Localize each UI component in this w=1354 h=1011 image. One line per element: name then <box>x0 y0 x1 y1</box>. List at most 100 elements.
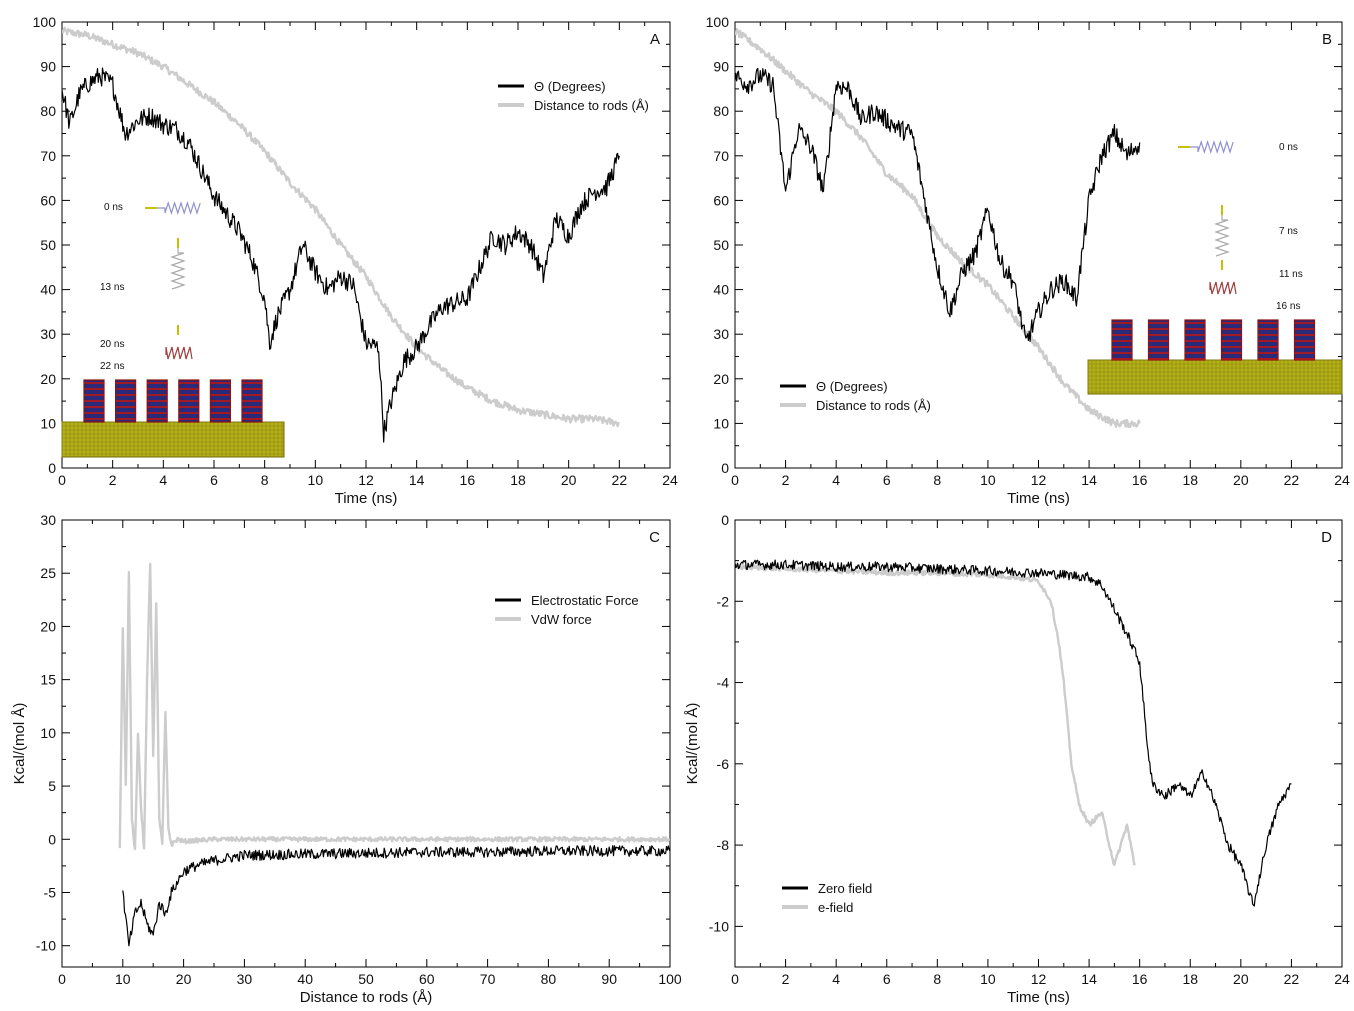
x-tick-label: 10 <box>115 971 131 987</box>
y-tick-label: 10 <box>40 725 56 741</box>
y-tick-label: 25 <box>40 565 56 581</box>
y-tick-label: 0 <box>48 460 56 476</box>
x-tick-label: 0 <box>58 472 66 488</box>
x-tick-label: 0 <box>58 971 66 987</box>
y-tick-label: -6 <box>717 756 730 772</box>
y-tick-label: 15 <box>40 672 56 688</box>
series-line-grey <box>735 563 1136 867</box>
x-tick-label: 20 <box>1233 472 1249 488</box>
nanorod <box>1257 319 1279 361</box>
y-tick-label: 100 <box>706 14 730 30</box>
x-tick-label: 18 <box>1182 472 1198 488</box>
gold-surface <box>61 421 285 458</box>
x-tick-label: 8 <box>261 472 269 488</box>
series-line-grey <box>118 562 670 851</box>
x-tick-label: 2 <box>109 472 117 488</box>
snapshot-time-label: 0 ns <box>104 202 123 213</box>
y-tick-label: -4 <box>717 675 730 691</box>
y-axis-label: Kcal/(mol Å) <box>684 703 701 785</box>
panel-letter: B <box>1322 31 1332 48</box>
x-tick-label: 8 <box>933 472 941 488</box>
y-tick-label: 20 <box>40 618 56 634</box>
x-tick-label: 6 <box>210 472 218 488</box>
y-tick-label: 0 <box>721 460 729 476</box>
snapshot-time-label: 13 ns <box>100 282 124 293</box>
x-tick-label: 22 <box>1284 472 1300 488</box>
legend-label: Zero field <box>818 881 872 896</box>
x-tick-label: 100 <box>658 971 682 987</box>
y-tick-label: 80 <box>40 103 56 119</box>
y-tick-label: 30 <box>713 326 729 342</box>
nanorod <box>1220 319 1243 361</box>
y-tick-label: 90 <box>40 59 56 75</box>
y-tick-label: 50 <box>40 237 56 253</box>
x-tick-label: 4 <box>159 472 167 488</box>
y-tick-label: 10 <box>40 415 56 431</box>
series-line-grey <box>735 27 1141 428</box>
y-tick-label: 100 <box>33 14 57 30</box>
y-tick-label: 80 <box>713 103 729 119</box>
panel-b: 0 2 4 6 8 10 12 14 16 18 20 22 240102030405060708090… <box>706 14 1350 507</box>
y-tick-label: 60 <box>40 192 56 208</box>
y-tick-label: -2 <box>717 593 730 609</box>
panel-letter: C <box>649 529 660 546</box>
x-tick-label: 60 <box>419 971 435 987</box>
x-tick-label: 18 <box>510 472 526 488</box>
y-tick-label: 30 <box>40 326 56 342</box>
x-tick-label: 70 <box>480 971 496 987</box>
y-tick-label: -5 <box>44 885 57 901</box>
molecule-snapshot <box>170 238 186 290</box>
x-tick-label: 24 <box>662 472 678 488</box>
x-tick-label: 14 <box>409 472 425 488</box>
molecule-snapshot <box>1178 140 1234 154</box>
x-tick-label: 0 <box>731 472 739 488</box>
y-tick-label: 10 <box>713 415 729 431</box>
x-tick-label: 0 <box>731 971 739 987</box>
x-tick-label: 12 <box>1031 971 1047 987</box>
snapshot-time-label: 16 ns <box>1276 301 1300 312</box>
x-tick-label: 10 <box>980 971 996 987</box>
x-tick-label: 6 <box>883 472 891 488</box>
x-tick-label: 6 <box>883 971 891 987</box>
y-tick-label: 30 <box>40 512 56 528</box>
molecule-snapshot <box>1214 205 1230 257</box>
x-tick-label: 24 <box>1334 472 1350 488</box>
y-tick-label: -8 <box>717 837 730 853</box>
x-tick-label: 10 <box>308 472 324 488</box>
series-line-grey <box>62 26 620 428</box>
series-line-black <box>122 845 670 947</box>
x-axis-label: Time (ns) <box>335 490 398 507</box>
x-tick-label: 90 <box>601 971 617 987</box>
x-axis-label: Distance to rods (Å) <box>300 989 433 1006</box>
x-tick-label: 22 <box>612 472 628 488</box>
snapshot-time-label: 7 ns <box>1279 226 1298 237</box>
x-tick-label: 22 <box>1284 971 1300 987</box>
y-tick-label: 20 <box>40 371 56 387</box>
nanorod <box>1184 319 1206 361</box>
y-axis-label: Kcal/(mol Å) <box>11 703 28 785</box>
x-tick-label: 40 <box>297 971 313 987</box>
x-tick-label: 80 <box>541 971 557 987</box>
snapshot-time-label: 11 ns <box>1279 269 1303 280</box>
x-axis-label: Time (ns) <box>1007 989 1070 1006</box>
y-tick-label: 90 <box>713 59 729 75</box>
x-tick-label: 8 <box>933 971 941 987</box>
y-tick-label: 60 <box>713 192 729 208</box>
x-tick-label: 20 <box>1233 971 1249 987</box>
legend-label: Distance to rods (Å) <box>534 98 649 113</box>
x-tick-label: 24 <box>1334 971 1350 987</box>
y-tick-label: 0 <box>721 512 729 528</box>
x-tick-label: 30 <box>237 971 253 987</box>
x-tick-label: 18 <box>1182 971 1198 987</box>
y-tick-label: 0 <box>48 831 56 847</box>
x-tick-label: 14 <box>1081 472 1097 488</box>
snapshot-time-label: 0 ns <box>1279 142 1298 153</box>
molecule-snapshot <box>165 346 193 360</box>
x-axis-label: Time (ns) <box>1007 490 1070 507</box>
series-line-black <box>735 67 1141 342</box>
snapshot-time-label: 22 ns <box>100 361 124 372</box>
nanorod <box>1293 319 1316 361</box>
molecule-snapshot <box>145 201 201 215</box>
